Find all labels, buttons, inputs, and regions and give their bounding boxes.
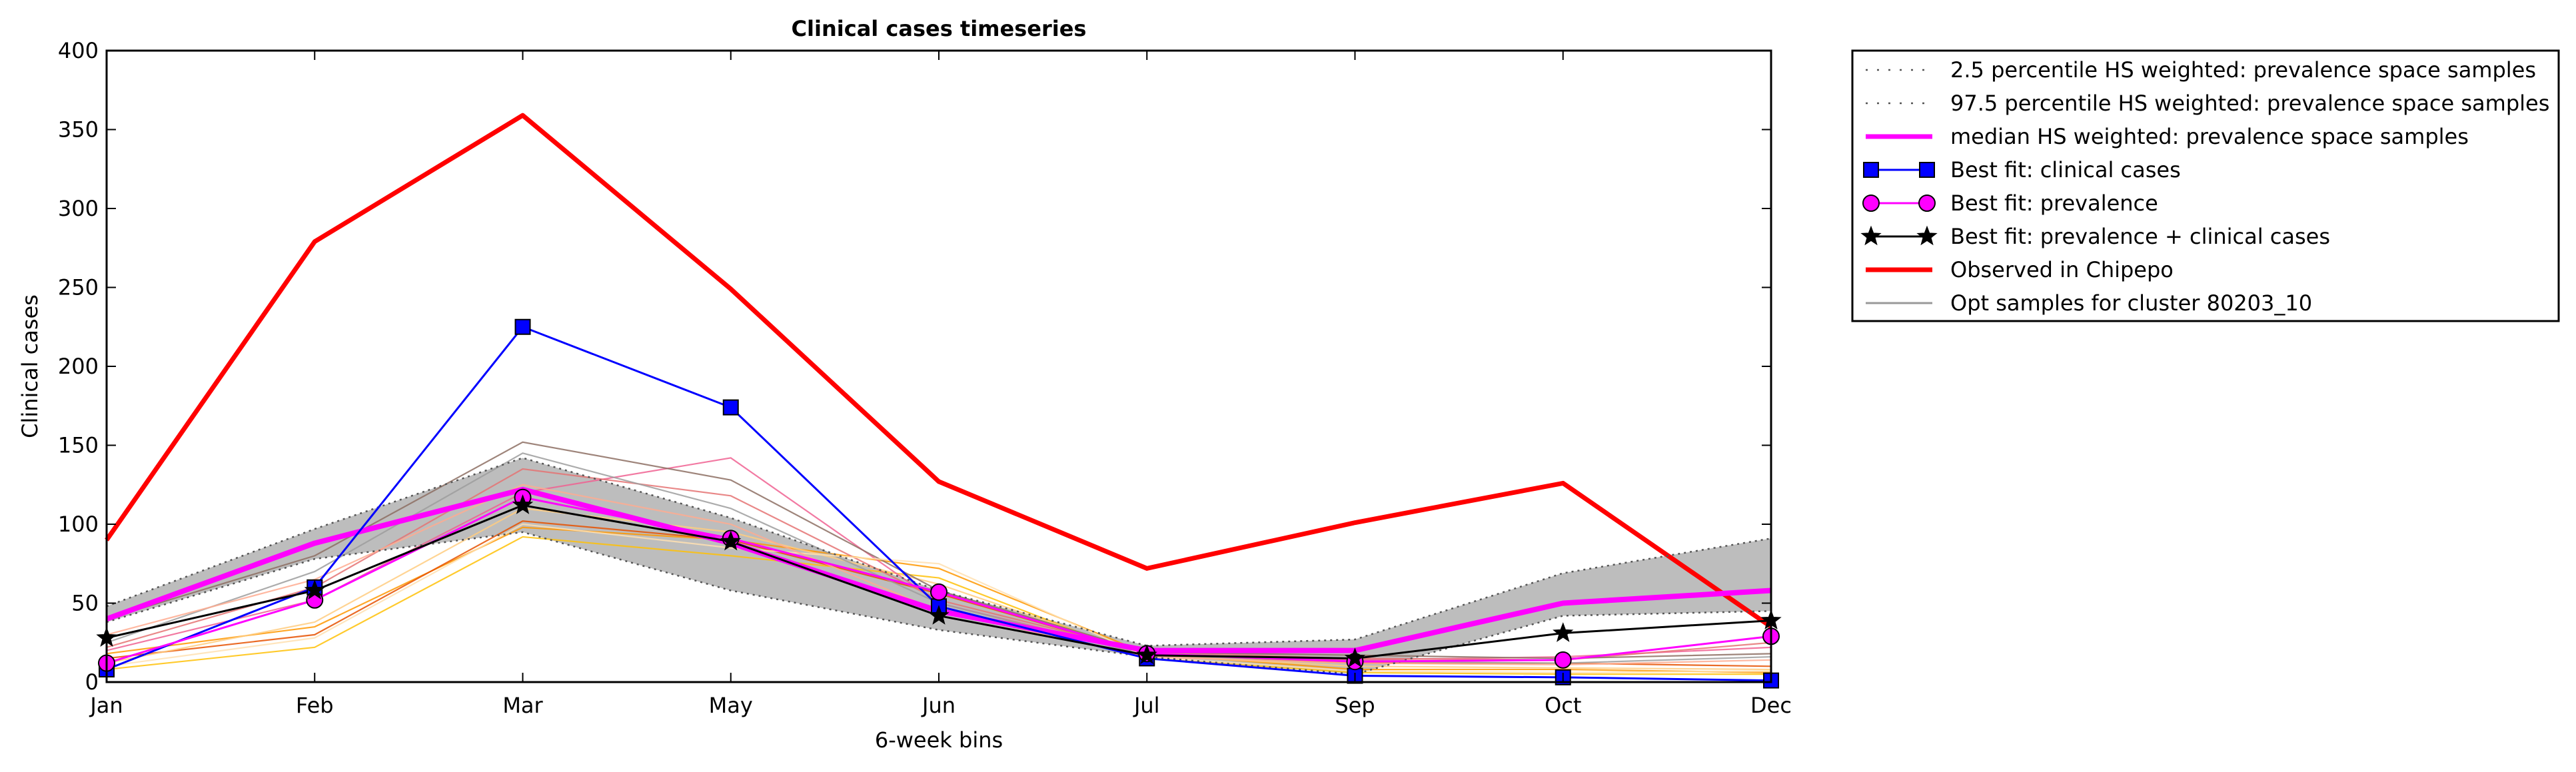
observed-in-chipepo-line xyxy=(105,113,1772,629)
y-tick-label: 200 xyxy=(58,354,99,379)
legend-item-observed-in-chipepo: Observed in Chipepo xyxy=(1866,257,2174,282)
y-tick-label: 0 xyxy=(85,669,99,695)
legend-label: 97.5 percentile HS weighted: prevalence … xyxy=(1950,91,2549,116)
best-fit-prevalence-clinical-cases-point-oct xyxy=(1553,622,1574,642)
y-tick-label: 100 xyxy=(58,512,99,537)
legend-item-median-hs-weighted-prevalence-space-samples: median HS weighted: prevalence space sam… xyxy=(1866,124,2469,149)
percentile-band-area xyxy=(107,458,1771,675)
legend-item-best-fit-prevalence: Best fit: prevalence xyxy=(1862,191,2158,216)
legend-marker xyxy=(1862,194,1880,212)
legend-items: 2.5 percentile HS weighted: prevalence s… xyxy=(1860,57,2549,316)
best-fit-prevalence-point-oct xyxy=(1554,651,1572,669)
plot-area xyxy=(96,49,1782,689)
legend-item-best-fit-prevalence-clinical-cases: Best fit: prevalence + clinical cases xyxy=(1860,224,2330,249)
x-tick-label-mar: Mar xyxy=(502,693,543,718)
legend-marker xyxy=(1860,225,1882,246)
chart-title: Clinical cases timeseries xyxy=(792,16,1087,41)
opt-sample-line-2 xyxy=(106,536,1771,675)
best-fit-clinical-cases-point-mar xyxy=(514,318,531,335)
y-axis-title: Clinical cases xyxy=(17,294,43,438)
plot-background xyxy=(107,51,1771,682)
legend-label: Best fit: prevalence + clinical cases xyxy=(1950,224,2330,249)
y-tick-label: 150 xyxy=(58,433,99,458)
y-tick-label: 250 xyxy=(58,275,99,300)
x-tick-label-dec: Dec xyxy=(1750,693,1792,718)
x-tick-label-may: May xyxy=(709,693,753,718)
x-axis: Jan Feb Mar May Jun Jul Sep Oct Dec xyxy=(89,51,1792,718)
best-fit-prevalence-clinical-cases-point-sep xyxy=(1344,647,1366,667)
best-fit-clinical-cases-point-may xyxy=(722,399,739,416)
x-tick-label-sep: Sep xyxy=(1335,693,1375,718)
legend-label: Opt samples for cluster 80203_10 xyxy=(1950,290,2312,316)
legend-item-opt-samples-for-cluster-80203-10: Opt samples for cluster 80203_10 xyxy=(1866,290,2312,316)
legend-marker xyxy=(1918,194,1936,212)
legend-marker xyxy=(1919,162,1935,178)
best-fit-prevalence-clinical-cases-point-jul xyxy=(1136,644,1157,664)
best-fit-prevalence-clinical-cases-point-jun xyxy=(928,605,950,625)
legend-item-2-5-percentile-hs-weighted-prevalence-space-samples: 2.5 percentile HS weighted: prevalence s… xyxy=(1866,57,2536,83)
percentile-band xyxy=(107,458,1771,675)
legend-label: Best fit: prevalence xyxy=(1950,191,2158,216)
legend-label: Observed in Chipepo xyxy=(1950,257,2174,282)
best-fit-prevalence-clinical-cases-point-feb xyxy=(304,579,325,599)
best-fit-prevalence-clinical-cases-point-mar xyxy=(512,494,534,514)
legend-marker xyxy=(1916,225,1938,246)
legend: 2.5 percentile HS weighted: prevalence s… xyxy=(1851,49,2560,322)
best-fit-prevalence-clinical-cases-point-may xyxy=(720,530,742,551)
opt-sample-line-1 xyxy=(106,526,1772,673)
best-fit-prevalence-point-jun xyxy=(930,583,948,601)
x-tick-label-feb: Feb xyxy=(296,693,334,718)
x-tick-label-jan: Jan xyxy=(89,693,123,718)
y-tick-label: 350 xyxy=(58,117,99,143)
legend-label: median HS weighted: prevalence space sam… xyxy=(1950,124,2469,149)
x-tick-label-jul: Jul xyxy=(1133,693,1160,718)
opt-sample-line-9 xyxy=(106,523,1772,673)
x-tick-label-oct: Oct xyxy=(1545,693,1581,718)
y-axis: 0 50 100 150 200 250 300 350 400 xyxy=(58,38,1771,695)
legend-item-best-fit-clinical-cases: Best fit: clinical cases xyxy=(1863,157,2181,183)
legend-item-97-5-percentile-hs-weighted-prevalence-space-samples: 97.5 percentile HS weighted: prevalence … xyxy=(1866,91,2549,116)
legend-label: Best fit: clinical cases xyxy=(1950,157,2181,183)
x-tick-label-jun: Jun xyxy=(921,693,956,718)
y-tick-label: 400 xyxy=(58,38,99,63)
y-tick-label: 300 xyxy=(58,196,99,221)
x-axis-title: 6-week bins xyxy=(875,727,1003,753)
legend-box xyxy=(1851,49,2560,322)
y-tick-label: 50 xyxy=(71,591,99,616)
97-5-percentile-hs-weighted-prevalence-space-samples-line xyxy=(106,457,1772,647)
legend-marker xyxy=(1863,162,1879,178)
legend-label: 2.5 percentile HS weighted: prevalence s… xyxy=(1950,57,2536,83)
